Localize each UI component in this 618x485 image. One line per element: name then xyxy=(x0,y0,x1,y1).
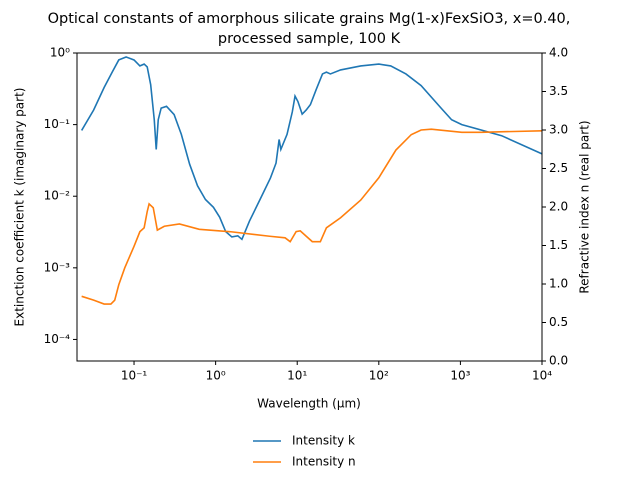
y2-tick-label: 0.5 xyxy=(549,315,568,329)
x-tick-label: 10² xyxy=(369,369,389,383)
y2-tick-label: 2.0 xyxy=(549,200,568,214)
plot-frame xyxy=(76,52,543,362)
x-tick-label: 10⁰ xyxy=(206,369,226,383)
y-tick-label: 10⁻² xyxy=(44,189,71,203)
y-tick-label: 10⁻⁴ xyxy=(44,332,71,346)
data-line xyxy=(80,56,543,241)
y-tick-label: 10⁻³ xyxy=(44,260,71,274)
legend-label: Intensity k xyxy=(292,434,355,448)
x-tick-label: 10¹ xyxy=(287,369,307,383)
y-axis-label: Extinction coefficient k (imaginary part… xyxy=(13,88,27,327)
y2-tick-label: 1.5 xyxy=(549,238,568,252)
chart-title: Optical constants of amorphous silicate … xyxy=(48,11,571,27)
y2-tick-label: 0.0 xyxy=(549,354,568,368)
y-tick-label: 10⁰ xyxy=(50,46,70,60)
chart-title: processed sample, 100 K xyxy=(218,31,401,47)
y2-tick-label: 2.5 xyxy=(549,161,568,175)
y2-tick-label: 3.0 xyxy=(549,123,568,137)
x-axis-label: Wavelength (μm) xyxy=(257,397,361,411)
x-tick-label: 10³ xyxy=(450,369,470,383)
y2-tick-label: 3.5 xyxy=(549,84,568,98)
x-tick-label: 10⁻¹ xyxy=(121,369,148,383)
y-tick-label: 10⁻¹ xyxy=(44,117,71,131)
y2-tick-label: 4.0 xyxy=(549,46,568,60)
y2-tick-label: 1.0 xyxy=(549,277,568,291)
legend-label: Intensity n xyxy=(292,455,356,469)
x-tick-label: 10⁴ xyxy=(532,369,552,383)
y2-axis-label: Refractive index n (real part) xyxy=(578,120,592,293)
data-line xyxy=(81,128,543,305)
